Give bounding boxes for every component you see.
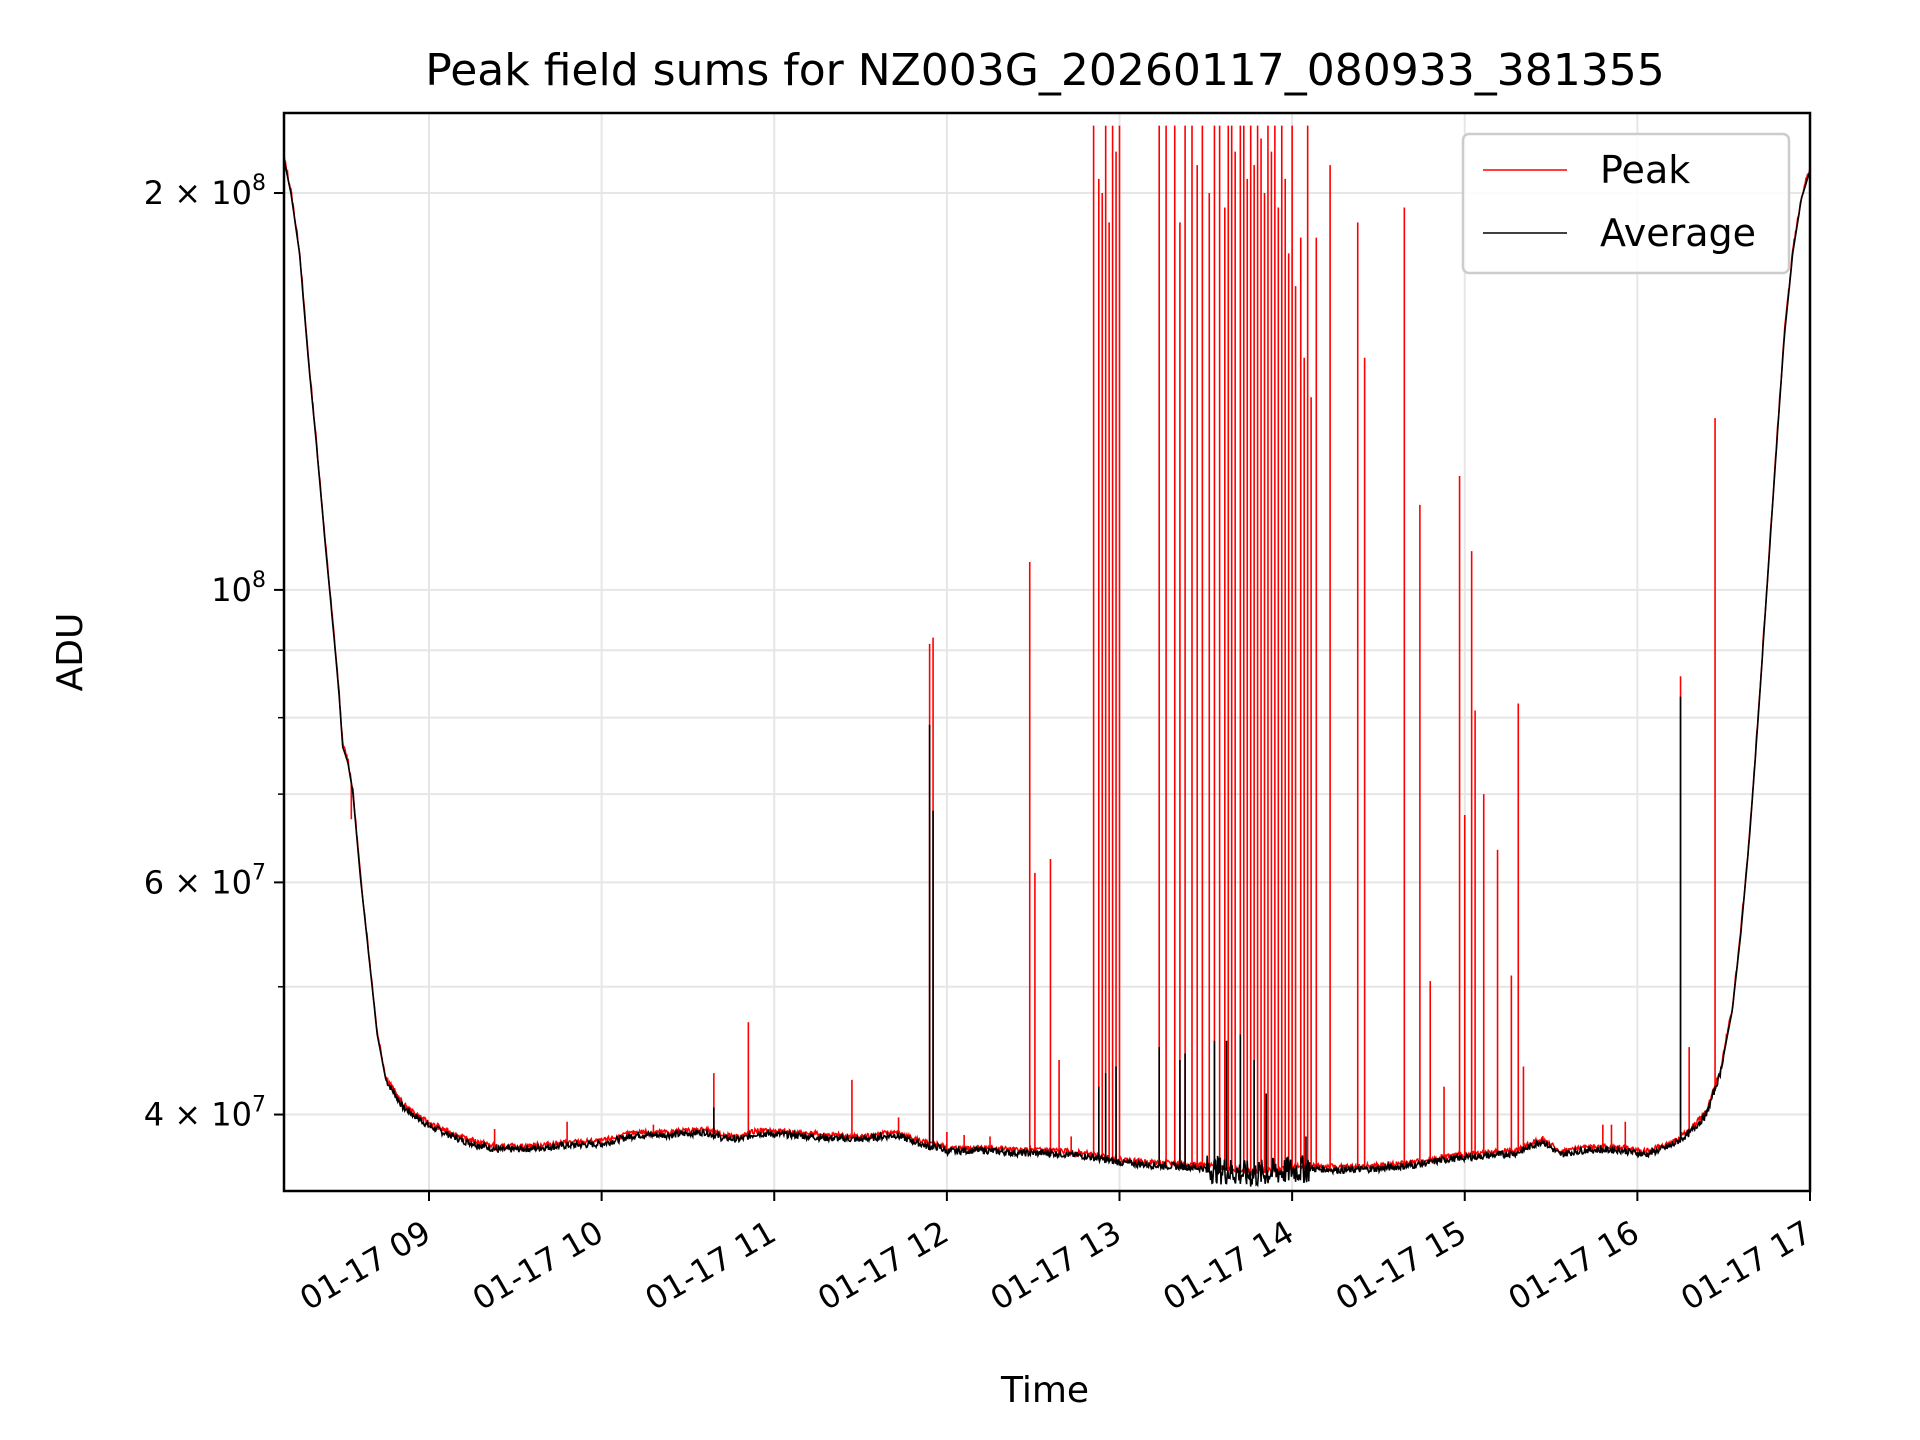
y-tick-base: 10 — [211, 863, 252, 901]
y-tick-label: 6 × 107 — [144, 860, 266, 901]
y-tick-mantissa: 2 — [144, 174, 164, 212]
chart-title: Peak field sums for NZ003G_20260117_0809… — [425, 45, 1664, 96]
y-tick-base: 10 — [211, 1096, 252, 1134]
y-tick-times: × — [164, 1096, 211, 1134]
legend: Peak Average — [1461, 132, 1791, 275]
y-tick-times: × — [164, 863, 211, 901]
average-line — [283, 159, 1811, 1188]
y-tick-base: 10 — [211, 571, 252, 609]
y-axis-label: ADU — [50, 613, 91, 692]
y-tick-exponent: 8 — [252, 171, 266, 196]
y-tick-exponent: 7 — [252, 860, 266, 885]
y-tick-exponent: 7 — [252, 1093, 266, 1118]
y-tick-label: 2 × 108 — [144, 171, 266, 212]
y-tick-label: 108 — [211, 568, 266, 609]
y-tick-mantissa: 6 — [144, 863, 164, 901]
x-axis-label: Time — [1000, 1370, 1089, 1411]
y-tick-label: 4 × 107 — [144, 1093, 266, 1134]
y-tick-exponent: 8 — [252, 568, 266, 593]
y-tick-base: 10 — [211, 174, 252, 212]
y-tick-times: × — [164, 174, 211, 212]
legend-label-peak: Peak — [1600, 148, 1690, 192]
y-tick-mantissa: 4 — [144, 1096, 164, 1134]
plot-frame — [282, 111, 1812, 1193]
legend-box — [1461, 132, 1791, 275]
series-average — [283, 159, 1811, 1188]
legend-label-average: Average — [1600, 211, 1756, 255]
